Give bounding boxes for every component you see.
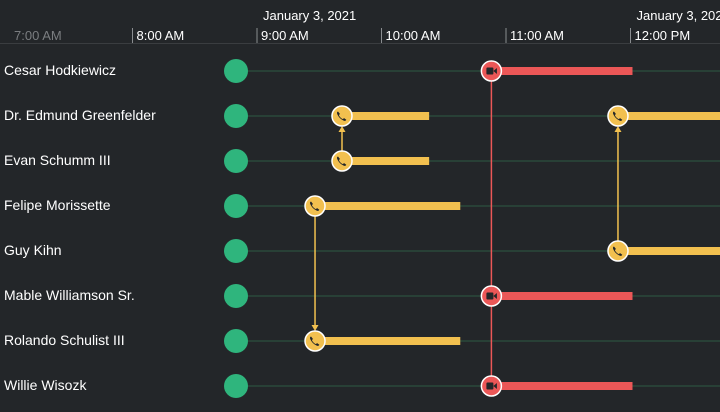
phone-call-bar: [315, 337, 461, 345]
time-axis-label: 10:00 AM: [385, 28, 441, 43]
phone-icon[interactable]: [607, 105, 629, 127]
phone-icon[interactable]: [304, 330, 326, 352]
person-node-icon[interactable]: [224, 239, 248, 263]
row-label: Evan Schumm III: [4, 152, 111, 168]
row-label: Rolando Schulist III: [4, 332, 125, 348]
video-call-bar: [491, 292, 633, 300]
row-label: Felipe Morissette: [4, 197, 111, 213]
person-node-icon[interactable]: [224, 59, 248, 83]
phone-call-bar: [315, 202, 461, 210]
person-node-icon[interactable]: [224, 59, 248, 83]
video-call-bar: [491, 67, 633, 75]
time-axis-label: 8:00 AM: [136, 28, 185, 43]
row-label: Guy Kihn: [4, 242, 62, 258]
person-node-icon[interactable]: [224, 374, 248, 398]
video-camera-icon[interactable]: [480, 285, 503, 307]
phone-call-bar: [617, 112, 720, 120]
phone-icon[interactable]: [607, 240, 629, 262]
call-direction-arrow: [311, 325, 319, 331]
person-node-icon[interactable]: [224, 239, 248, 263]
person-node-icon[interactable]: [224, 149, 248, 173]
person-node-icon[interactable]: [224, 329, 248, 353]
video-camera-icon[interactable]: [480, 60, 503, 82]
time-axis-label: 7:00 AM: [14, 28, 62, 43]
time-axis-label: 11:00 AM: [510, 28, 564, 43]
row-label: Mable Williamson Sr.: [4, 287, 135, 303]
person-node-icon[interactable]: [224, 284, 248, 308]
phone-call-bar: [617, 247, 720, 255]
call-direction-arrow: [614, 126, 622, 132]
phone-icon[interactable]: [331, 150, 353, 172]
row-label: Willie Wisozk: [4, 377, 87, 393]
person-node-icon[interactable]: [224, 104, 248, 128]
phone-icon[interactable]: [331, 105, 353, 127]
person-node-icon[interactable]: [224, 194, 248, 218]
date-label: January 3, 2021: [263, 8, 357, 23]
person-node-icon[interactable]: [224, 374, 248, 398]
row-label: Dr. Edmund Greenfelder: [4, 107, 156, 123]
phone-call-bar: [342, 112, 430, 120]
phone-icon[interactable]: [304, 195, 326, 217]
video-camera-icon[interactable]: [480, 375, 503, 397]
call-direction-arrow: [338, 126, 346, 132]
phone-call-bar: [342, 157, 430, 165]
person-node-icon[interactable]: [224, 104, 248, 128]
person-node-icon[interactable]: [224, 194, 248, 218]
time-axis-label: 9:00 AM: [261, 28, 309, 43]
date-label: January 3, 2021: [636, 8, 720, 23]
person-node-icon[interactable]: [224, 284, 248, 308]
row-label: Cesar Hodkiewicz: [4, 62, 117, 78]
time-axis-label: 12:00 PM: [634, 28, 691, 43]
video-call-bar: [491, 382, 633, 390]
person-node-icon[interactable]: [224, 149, 248, 173]
person-node-icon[interactable]: [224, 329, 248, 353]
